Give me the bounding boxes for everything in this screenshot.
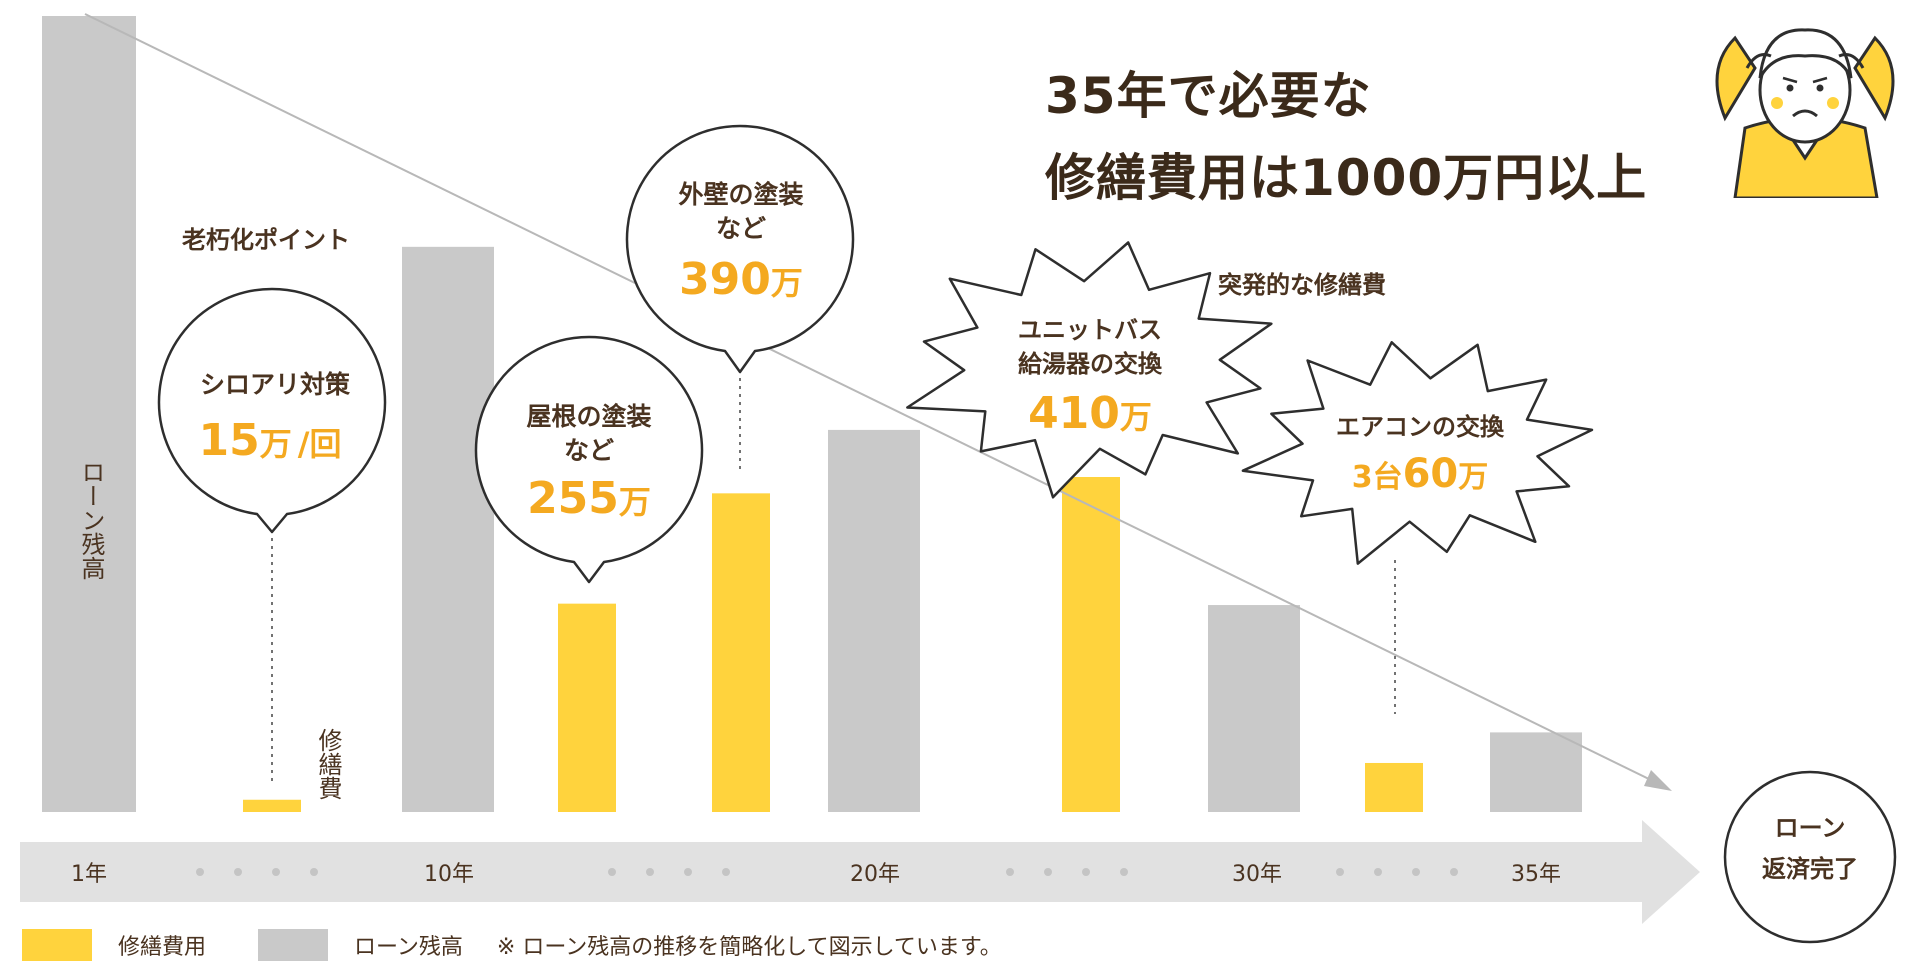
legend: 修繕費用 ローン残高 ※ ローン残高の推移を簡略化して図示しています。 bbox=[22, 928, 1002, 962]
loan-bar-1 bbox=[402, 246, 494, 813]
wall-bubble-line2: など bbox=[716, 214, 766, 243]
legend-note: ※ ローン残高の推移を簡略化して図示しています。 bbox=[496, 935, 1002, 960]
repair-bar-1 bbox=[558, 603, 616, 812]
termite-amount: 15 bbox=[199, 415, 260, 466]
timeline-dots bbox=[196, 868, 1458, 876]
bath-burst-line2: 給湯器の交換 bbox=[1018, 350, 1163, 378]
termite-suffix: /回 bbox=[298, 425, 342, 463]
legend-repair-label: 修繕費用 bbox=[118, 935, 207, 960]
repair-bar-3 bbox=[1062, 477, 1120, 812]
legend-loan-swatch bbox=[258, 929, 329, 961]
bath-burst: ユニットバス 給湯器の交換 410万 bbox=[906, 241, 1273, 499]
roof-bubble: 屋根の塗装 など 255万 bbox=[474, 335, 704, 584]
repair-bar-2 bbox=[712, 493, 770, 812]
roof-amount: 255 bbox=[527, 473, 619, 524]
timeline-tick-0: 1年 bbox=[71, 862, 107, 887]
loan-bar-2 bbox=[828, 429, 920, 812]
loan-complete-circle: ローン 返済完了 bbox=[1723, 770, 1897, 944]
repair-vertical-label: 修繕費 bbox=[314, 728, 342, 800]
repair-bar-0 bbox=[243, 799, 301, 812]
aging-point-label: 老朽化ポイント bbox=[182, 226, 350, 254]
timeline-tick-1: 10年 bbox=[424, 862, 474, 887]
loan-balance-vertical-label: ローン残高 bbox=[77, 460, 105, 580]
wall-amount: 390 bbox=[679, 254, 771, 305]
loan-complete-line2: 返済完了 bbox=[1762, 855, 1858, 883]
bath-amount: 410 bbox=[1028, 388, 1120, 439]
loan-bar-0 bbox=[42, 16, 136, 812]
svg-text:3台60万: 3台60万 bbox=[1352, 451, 1489, 497]
loan-trend-line bbox=[84, 13, 1656, 783]
roof-bubble-line2: など bbox=[564, 436, 614, 465]
headline: 35年で必要な 修繕費用は1000万円以上 bbox=[1045, 55, 1647, 219]
loan-bar-4 bbox=[1490, 732, 1582, 812]
loan-complete-line1: ローン bbox=[1775, 814, 1846, 842]
timeline-tick-3: 30年 bbox=[1232, 862, 1282, 887]
termite-unit: 万 bbox=[260, 425, 292, 463]
timeline-tick-4: 35年 bbox=[1511, 862, 1561, 887]
trend-arrowhead bbox=[1644, 770, 1672, 791]
timeline-arrow bbox=[20, 820, 1700, 924]
svg-text:390万: 390万 bbox=[679, 254, 803, 305]
roof-bubble-line1: 屋根の塗装 bbox=[526, 402, 651, 431]
repair-bar-4 bbox=[1365, 762, 1423, 812]
wall-bubble: 外壁の塗装 など 390万 bbox=[625, 124, 855, 374]
timeline-tick-2: 20年 bbox=[850, 862, 900, 887]
worried-person-illustration bbox=[1715, 28, 1895, 198]
aircon-unit: 万 bbox=[1458, 460, 1488, 495]
bath-unit: 万 bbox=[1120, 398, 1152, 436]
wall-unit: 万 bbox=[771, 264, 803, 302]
legend-repair-swatch bbox=[22, 929, 92, 961]
headline-line1: 35年で必要な bbox=[1045, 67, 1372, 125]
bars-layer bbox=[42, 16, 1582, 813]
svg-text:410万: 410万 bbox=[1028, 388, 1152, 439]
loan-bar-3 bbox=[1208, 605, 1300, 812]
svg-text:255万: 255万 bbox=[527, 473, 651, 524]
aircon-amount: 60 bbox=[1403, 451, 1459, 497]
aircon-burst: エアコンの交換 3台60万 bbox=[1241, 341, 1594, 565]
wall-bubble-line1: 外壁の塗装 bbox=[678, 180, 803, 209]
termite-bubble: シロアリ対策 15万/回 bbox=[157, 287, 387, 534]
roof-unit: 万 bbox=[619, 483, 651, 521]
sudden-cost-label: 突発的な修繕費 bbox=[1218, 271, 1386, 299]
timeline-ticks: 1年 10年 20年 30年 35年 bbox=[71, 862, 1561, 887]
aircon-prefix: 3台 bbox=[1352, 460, 1403, 495]
aircon-burst-line1: エアコンの交換 bbox=[1336, 413, 1505, 441]
legend-loan-label: ローン残高 bbox=[354, 935, 463, 960]
bath-burst-line1: ユニットバス bbox=[1018, 316, 1162, 344]
termite-bubble-title: シロアリ対策 bbox=[200, 370, 351, 399]
svg-text:15万/回: 15万/回 bbox=[199, 415, 342, 466]
headline-line2: 修繕費用は1000万円以上 bbox=[1045, 149, 1648, 207]
